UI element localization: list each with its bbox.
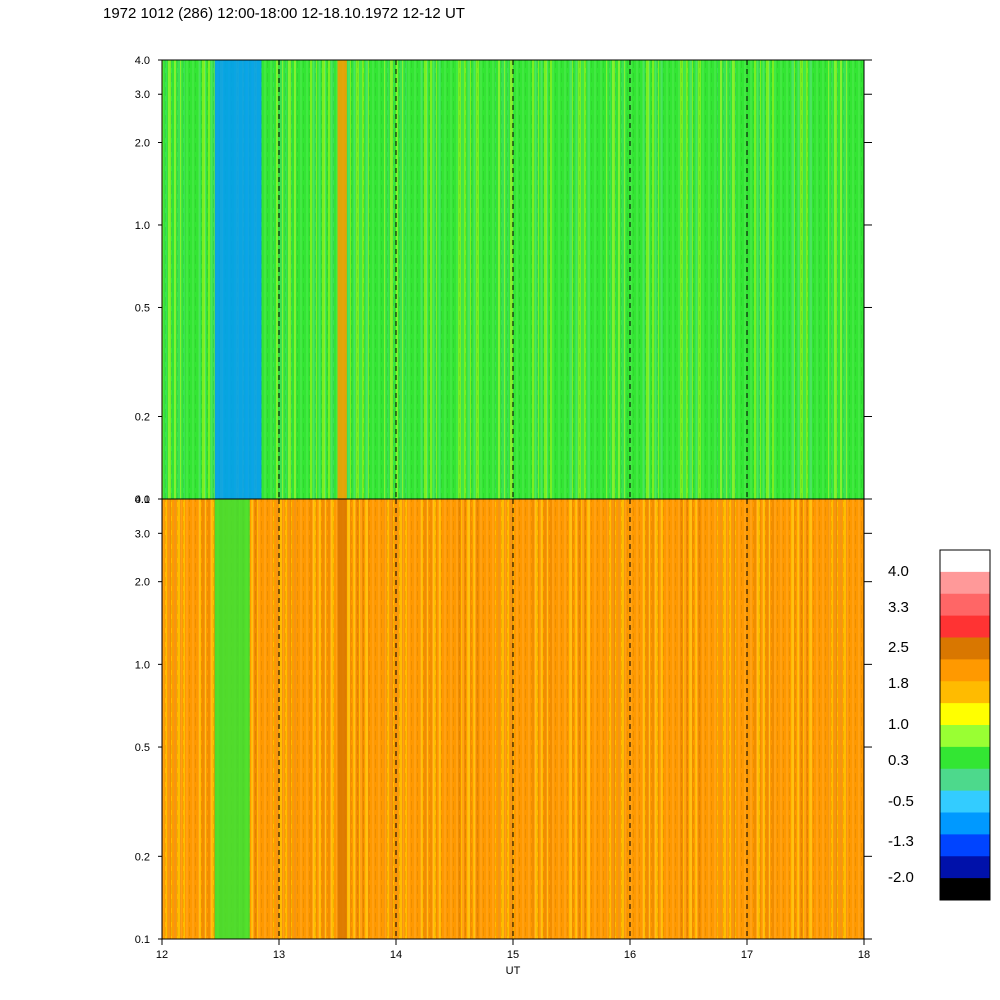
colorbar-swatch — [940, 637, 990, 660]
y-tick-label: 2.0 — [135, 137, 150, 149]
colorbar-swatch — [940, 593, 990, 617]
colorbar-swatch — [940, 812, 990, 835]
colorbar-frame — [939, 549, 991, 901]
colorbar-swatch — [940, 571, 990, 595]
colorbar-swatch — [940, 834, 990, 857]
y-tick-label: 1.0 — [135, 659, 150, 671]
x-tick-label: 14 — [390, 949, 402, 961]
colorbar-swatch — [940, 550, 990, 573]
x-tick-label: 12 — [156, 949, 168, 961]
y-tick-label: 0.5 — [135, 742, 150, 754]
x-tick-label: 17 — [741, 949, 753, 961]
spectral-feature-band — [337, 499, 347, 939]
colorbar-swatch — [940, 703, 990, 726]
y-tick-label: 3.0 — [135, 89, 150, 101]
colorbar-label: 3.3 — [888, 598, 909, 616]
colorbar — [939, 549, 991, 901]
colorbar-label: 1.0 — [888, 716, 909, 733]
spectral-feature-band — [214, 499, 250, 939]
y-tick-label: 1.0 — [135, 220, 150, 232]
colorbar-swatch — [940, 725, 990, 748]
spectral-feature-band — [337, 60, 347, 499]
colorbar-swatch — [940, 746, 990, 770]
y-tick-label: 2.0 — [135, 577, 150, 589]
x-tick-label: 13 — [273, 949, 285, 961]
colorbar-label: 0.3 — [888, 751, 909, 769]
colorbar-swatch — [940, 878, 990, 901]
colorbar-swatch — [940, 659, 990, 682]
colorbar-swatch — [940, 856, 990, 879]
x-tick-label: 18 — [858, 949, 870, 961]
x-axis-label: UT — [506, 965, 521, 977]
colorbar-label: -1.3 — [888, 833, 914, 851]
colorbar-swatch — [940, 790, 990, 813]
colorbar-label: 2.5 — [888, 639, 909, 657]
x-tick-label: 16 — [624, 949, 636, 961]
y-tick-label: 0.2 — [135, 412, 150, 424]
x-tick-label: 15 — [507, 949, 519, 961]
y-tick-label: 3.0 — [135, 528, 150, 540]
colorbar-label: 4.0 — [888, 562, 909, 580]
y-tick-label: 4.0 — [135, 494, 150, 506]
y-tick-label: 0.5 — [135, 302, 150, 314]
y-tick-label: 0.1 — [135, 934, 150, 946]
colorbar-swatch — [940, 615, 990, 638]
y-tick-label: 0.2 — [135, 851, 150, 863]
colorbar-label: 1.8 — [888, 675, 909, 693]
spectral-feature-band — [214, 60, 262, 499]
y-tick-label: 0.1 — [135, 494, 150, 506]
colorbar-swatch — [940, 768, 990, 792]
colorbar-label: -0.5 — [888, 792, 914, 810]
colorbar-swatch — [940, 681, 990, 704]
y-tick-label: 4.0 — [135, 55, 150, 67]
lower-spectrogram-panel — [162, 499, 864, 939]
colorbar-label: -2.0 — [888, 869, 914, 887]
upper-spectrogram-panel — [162, 60, 864, 499]
chart-title: 1972 1012 (286) 12:00-18:00 12-18.10.197… — [103, 5, 465, 22]
